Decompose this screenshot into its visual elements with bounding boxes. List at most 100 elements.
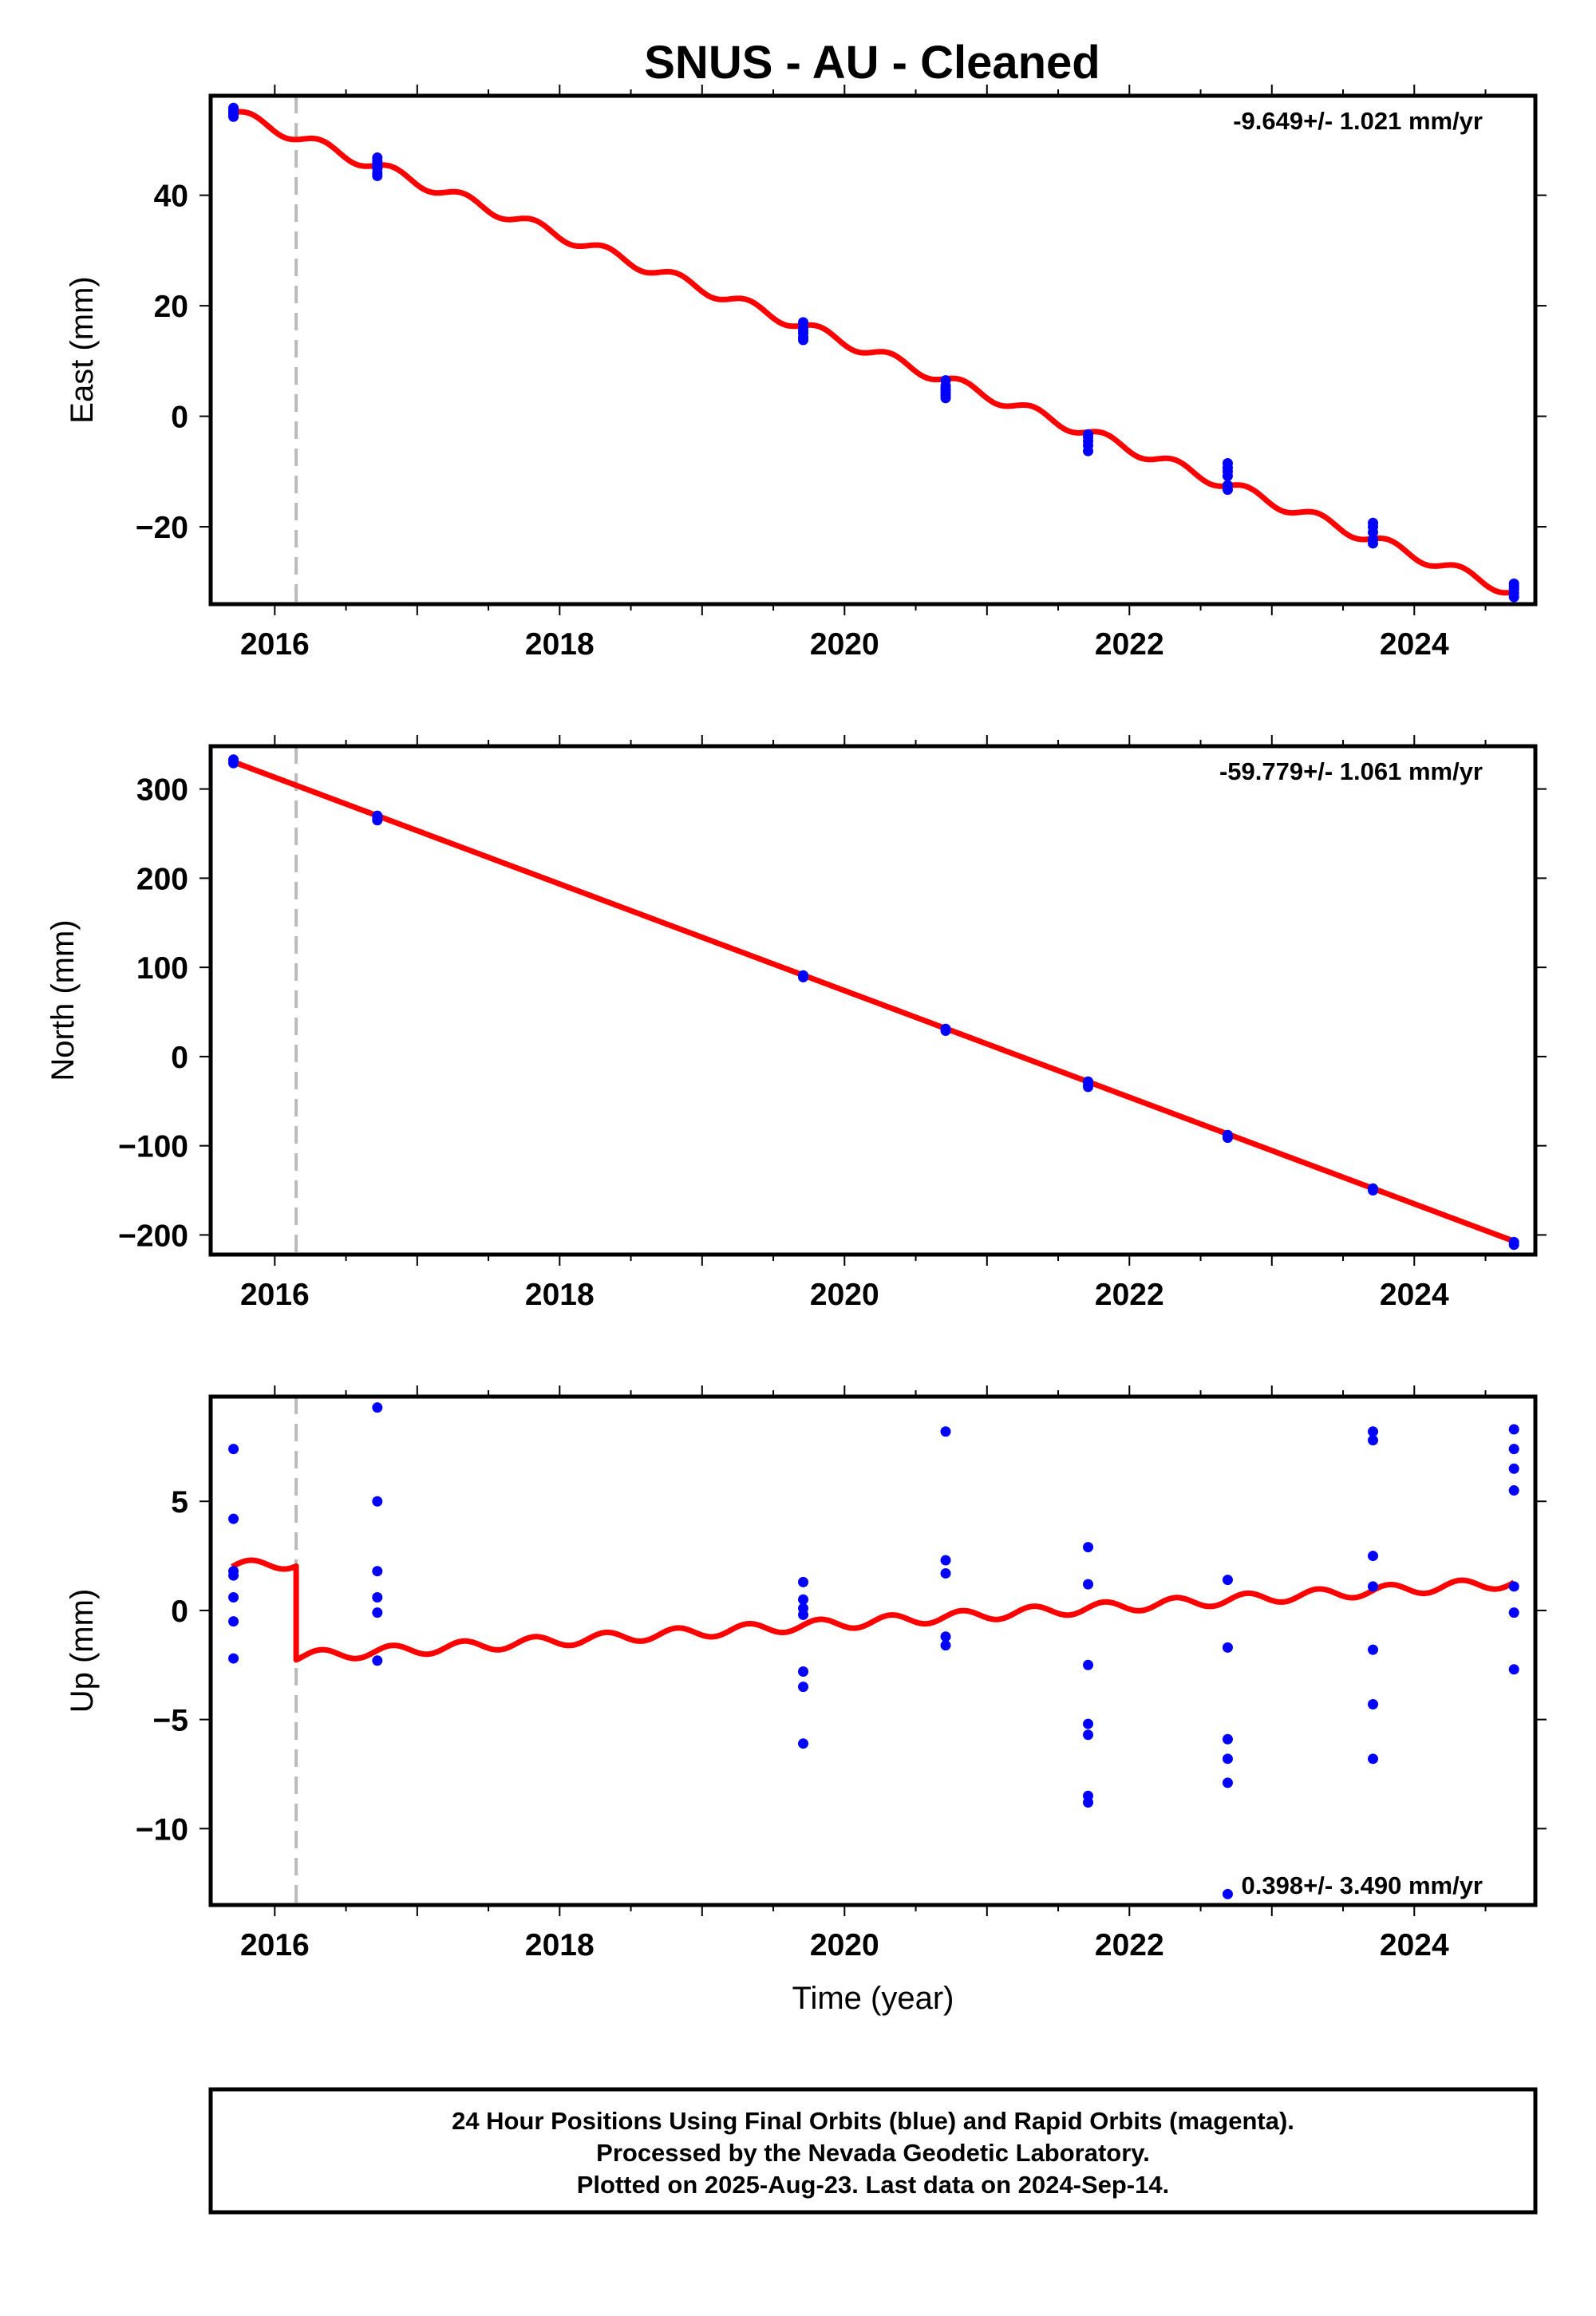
- panel-north: 2016 2018 2020 2022 2024 −200 −100 0 100 200 300 -5…: [45, 735, 1547, 1312]
- east-xtick-label: 2020: [810, 627, 879, 662]
- north-xtick-label: 2024: [1380, 1278, 1449, 1312]
- footer-line-2: Processed by the Nevada Geodetic Laborat…: [596, 2139, 1150, 2167]
- north-data-point: [1508, 1239, 1519, 1251]
- north-y-axis-label: North (mm): [45, 919, 81, 1081]
- north-ytick-label: −200: [118, 1219, 188, 1253]
- up-data-point: [228, 1592, 239, 1603]
- up-data-point: [798, 1609, 809, 1620]
- up-data-point: [1368, 1551, 1379, 1562]
- north-data-point: [940, 1025, 951, 1036]
- up-data-point: [1083, 1718, 1094, 1729]
- up-data-point: [228, 1616, 239, 1627]
- up-data-point: [1083, 1659, 1094, 1670]
- up-data-point: [1222, 1575, 1233, 1586]
- east-y-axis-label: East (mm): [65, 276, 100, 423]
- east-data-point: [1508, 591, 1519, 603]
- up-data-point: [1508, 1424, 1519, 1435]
- north-model-line: [231, 758, 1515, 1244]
- east-data-point: [1368, 538, 1379, 549]
- east-ytick-label: −20: [136, 511, 188, 545]
- up-data-point: [1083, 1542, 1094, 1553]
- up-xtick-label: 2022: [1095, 1928, 1164, 1962]
- north-data-point: [228, 757, 239, 769]
- up-ytick-label: 0: [171, 1595, 188, 1629]
- up-xtick-label: 2018: [525, 1928, 595, 1962]
- north-data-point: [1368, 1185, 1379, 1196]
- north-xtick-label: 2018: [525, 1278, 595, 1312]
- north-ytick-label: 0: [171, 1041, 188, 1075]
- footer-line-1: 24 Hour Positions Using Final Orbits (bl…: [452, 2107, 1294, 2135]
- north-data-point: [798, 971, 809, 982]
- north-frame: [208, 744, 1538, 1257]
- up-data-point: [1368, 1581, 1379, 1592]
- panel-east: 2016 2018 2020 2022 2024 −20 0 20 40 -9.649+/- 1.…: [65, 85, 1547, 662]
- east-xtick-label: 2022: [1095, 627, 1164, 662]
- up-data-point: [372, 1592, 383, 1603]
- east-ytick-label: 20: [154, 290, 188, 324]
- up-data-point: [1508, 1463, 1519, 1474]
- up-data-point: [1222, 1753, 1233, 1765]
- north-xtick-label: 2016: [240, 1278, 310, 1312]
- up-data-point: [228, 1513, 239, 1524]
- up-xtick-label: 2016: [240, 1928, 310, 1962]
- east-model-line: [231, 109, 1515, 596]
- up-data-point: [798, 1666, 809, 1677]
- east-rate-text: -9.649+/- 1.021 mm/yr: [1233, 107, 1483, 135]
- footer-frame: [208, 2087, 1538, 2215]
- east-data-point: [1368, 527, 1379, 538]
- up-data-point: [1222, 1777, 1233, 1788]
- up-data-point: [940, 1567, 951, 1579]
- east-data-point: [1222, 484, 1233, 496]
- footer-box: 24 Hour Positions Using Final Orbits (bl…: [208, 2087, 1538, 2215]
- north-xtick-label: 2022: [1095, 1278, 1164, 1312]
- footer-line-3: Plotted on 2025-Aug-23. Last data on 202…: [577, 2171, 1169, 2199]
- up-data-point: [1083, 1729, 1094, 1741]
- east-xtick-label: 2018: [525, 627, 595, 662]
- north-ytick-label: 100: [136, 951, 188, 986]
- north-xtick-label: 2020: [810, 1278, 879, 1312]
- up-data-point: [798, 1682, 809, 1693]
- up-data-point: [1368, 1644, 1379, 1655]
- up-model-line: [231, 1557, 1515, 1663]
- up-xtick-label: 2024: [1380, 1928, 1449, 1962]
- up-data-point: [1222, 1642, 1233, 1653]
- up-data-point: [1508, 1581, 1519, 1592]
- up-data-point: [1508, 1607, 1519, 1618]
- east-data-point: [1222, 470, 1233, 481]
- up-data-point: [372, 1607, 383, 1618]
- up-data-point: [228, 1444, 239, 1455]
- up-x-axis-label: Time (year): [792, 1981, 954, 2016]
- east-data-point: [798, 334, 809, 346]
- east-ytick-label: 0: [171, 401, 188, 435]
- up-data-point: [798, 1594, 809, 1605]
- up-data-point: [940, 1640, 951, 1651]
- east-data-point: [798, 325, 809, 336]
- up-data-point: [940, 1555, 951, 1566]
- north-ytick-label: −100: [118, 1130, 188, 1164]
- up-data-point: [798, 1576, 809, 1587]
- up-data-point: [372, 1402, 383, 1413]
- north-data-point: [1222, 1132, 1233, 1144]
- up-data-point: [228, 1570, 239, 1581]
- up-data-point: [1368, 1698, 1379, 1709]
- up-rate-text: 0.398+/- 3.490 mm/yr: [1242, 1871, 1483, 1899]
- up-xtick-label: 2020: [810, 1928, 879, 1962]
- up-frame: [208, 1394, 1538, 1907]
- up-data-point: [1368, 1426, 1379, 1437]
- up-data-point: [1508, 1485, 1519, 1496]
- up-data-point: [372, 1566, 383, 1577]
- up-data-point: [1222, 1888, 1233, 1899]
- up-data-point: [940, 1426, 951, 1437]
- east-xtick-label: 2024: [1380, 627, 1449, 662]
- east-data-point: [372, 162, 383, 173]
- east-ytick-label: 40: [154, 180, 188, 214]
- chart-title: SNUS - AU - Cleaned: [644, 37, 1100, 89]
- up-data-point: [1222, 1733, 1233, 1745]
- north-data-point: [1083, 1081, 1094, 1093]
- east-data-point: [940, 393, 951, 404]
- east-data-point: [228, 107, 239, 118]
- north-data-point: [372, 815, 383, 826]
- east-xtick-label: 2016: [240, 627, 310, 662]
